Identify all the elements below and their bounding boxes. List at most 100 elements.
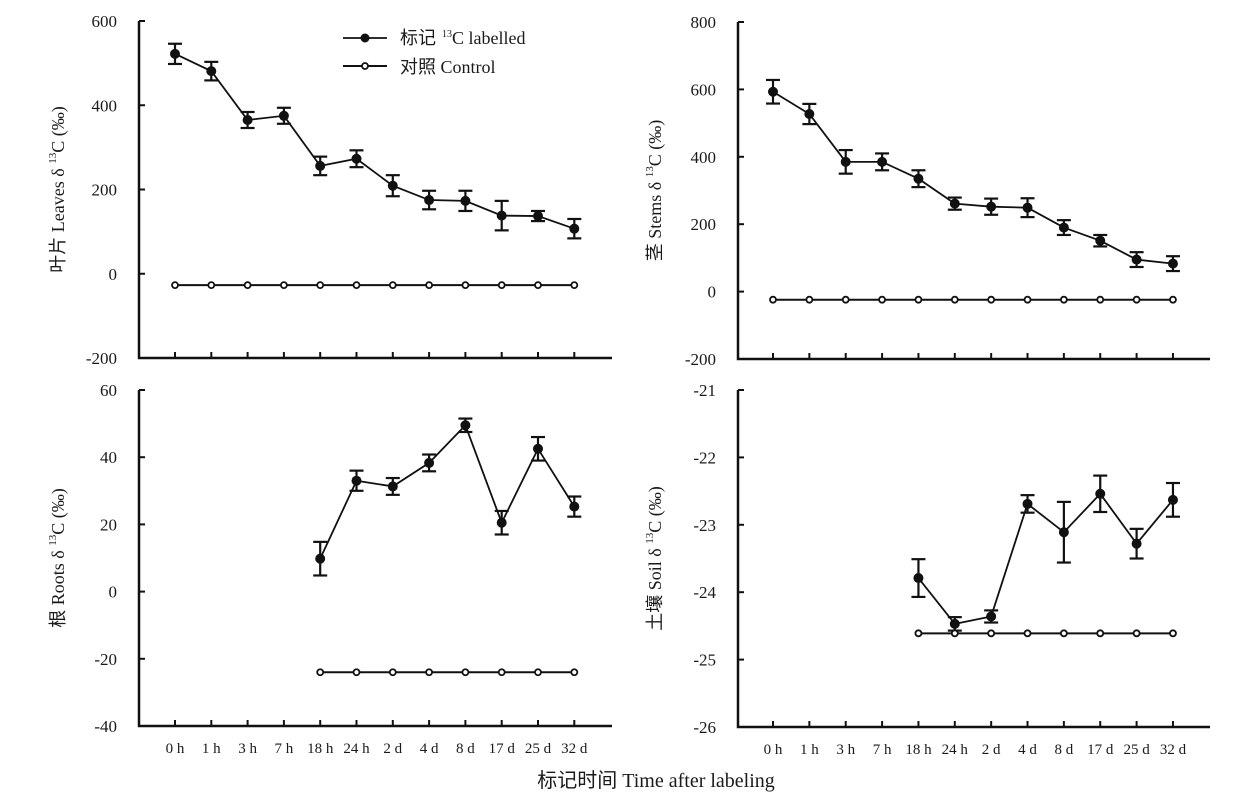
labelled-point xyxy=(1058,527,1069,538)
x-tick-label: 2 d xyxy=(982,742,1001,758)
series-control xyxy=(914,629,1177,638)
labelled-point xyxy=(315,553,326,564)
series-control xyxy=(769,295,1177,304)
control-point xyxy=(279,281,288,290)
control-point xyxy=(1132,629,1141,638)
series-line xyxy=(917,492,1174,625)
y-tick-label: 20 xyxy=(100,515,117,534)
y-tick-label: -200 xyxy=(86,349,117,368)
control-point xyxy=(1023,629,1032,638)
control-point xyxy=(914,295,923,304)
control-point xyxy=(769,295,777,304)
panel-leaves: 600 400 200 0 -200 叶片 Leaves δ 13C (‰) xyxy=(47,12,612,368)
control-point xyxy=(950,295,959,304)
y-axis-label: 茎 Stems δ 13C (‰) xyxy=(644,120,667,262)
control-point xyxy=(987,629,996,638)
y-tick-label: -20 xyxy=(94,650,117,669)
labelled-point xyxy=(986,201,997,212)
control-point xyxy=(461,668,470,677)
control-point xyxy=(1023,295,1032,304)
x-tick-label: 4 d xyxy=(1018,742,1037,758)
labelled-point xyxy=(278,110,289,121)
x-tick-label: 32 d xyxy=(561,741,588,757)
series-labelled xyxy=(168,42,582,240)
x-tick-label: 3 h xyxy=(238,741,257,757)
y-axis-label: 叶片 Leaves δ 13C (‰) xyxy=(47,106,70,272)
control-point xyxy=(425,668,434,677)
x-tick-label: 18 h xyxy=(307,741,334,757)
series-labelled xyxy=(766,78,1180,273)
y-tick-label: 800 xyxy=(691,13,717,32)
labelled-point xyxy=(877,156,888,167)
control-point xyxy=(570,668,579,677)
control-point xyxy=(1096,629,1105,638)
control-point xyxy=(950,629,959,638)
x-tick-label: 2 d xyxy=(383,741,402,757)
series-labelled xyxy=(911,474,1180,632)
control-point xyxy=(461,281,470,290)
x-tick-label: 7 h xyxy=(275,741,294,757)
control-point xyxy=(841,295,850,304)
control-point xyxy=(388,668,397,677)
control-point xyxy=(1059,629,1068,638)
control-point xyxy=(534,668,542,677)
legend-control-marker xyxy=(361,62,369,70)
labelled-point xyxy=(387,180,398,191)
y-tick-label: -21 xyxy=(693,381,716,400)
y-tick-label: 600 xyxy=(92,12,118,31)
control-point xyxy=(878,295,886,304)
y-tick-label: -24 xyxy=(693,583,716,602)
labelled-point xyxy=(804,109,815,120)
labelled-point xyxy=(170,48,180,59)
labelled-point xyxy=(840,156,851,167)
control-point xyxy=(243,281,252,290)
y-tick-label: -22 xyxy=(693,448,716,467)
control-point xyxy=(1169,629,1177,638)
labelled-point xyxy=(1167,258,1178,269)
labelled-point xyxy=(242,114,253,125)
labelled-point xyxy=(569,223,580,234)
control-point xyxy=(1169,295,1177,304)
axes-frame xyxy=(137,390,612,728)
x-tick-label: 17 d xyxy=(489,741,516,757)
control-point xyxy=(914,629,923,638)
y-tick-label: -23 xyxy=(693,516,716,535)
control-point xyxy=(497,668,506,677)
labelled-point xyxy=(569,501,580,512)
y-tick-label: 200 xyxy=(691,215,717,234)
y-tick-label: 400 xyxy=(92,96,118,115)
labelled-point xyxy=(1131,538,1142,549)
labelled-point xyxy=(351,475,362,486)
x-tick-label: 25 d xyxy=(525,741,552,757)
series-control xyxy=(171,281,579,290)
labelled-point xyxy=(1095,488,1106,499)
control-point xyxy=(1059,295,1068,304)
legend: 标记 13C labelled 对照 Control xyxy=(343,28,525,77)
labelled-point xyxy=(1167,494,1178,505)
legend-labelled-label: 标记 13C labelled xyxy=(400,28,525,48)
x-tick-label: 0 h xyxy=(166,741,185,757)
control-point xyxy=(352,281,361,290)
control-point xyxy=(207,281,216,290)
x-tick-label: 24 h xyxy=(343,741,370,757)
control-point xyxy=(171,281,179,290)
control-point xyxy=(805,295,814,304)
series-control xyxy=(316,668,579,677)
labelled-point xyxy=(949,618,960,629)
y-tick-label: 0 xyxy=(109,583,118,602)
y-tick-label: 200 xyxy=(92,181,118,200)
control-point xyxy=(534,281,542,290)
x-tick-label: 18 h xyxy=(905,742,932,758)
y-tick-label: 60 xyxy=(100,381,117,400)
labelled-point xyxy=(533,443,543,454)
labelled-point xyxy=(1022,202,1033,213)
y-tick-label: -200 xyxy=(685,350,716,369)
labelled-point xyxy=(533,211,543,222)
labelled-point xyxy=(496,517,507,528)
series-line xyxy=(174,53,575,230)
labelled-point xyxy=(424,195,435,206)
labelled-point xyxy=(1095,235,1106,246)
y-axis-label: 根 Roots δ 13C (‰) xyxy=(47,488,70,628)
labelled-point xyxy=(1022,498,1033,509)
